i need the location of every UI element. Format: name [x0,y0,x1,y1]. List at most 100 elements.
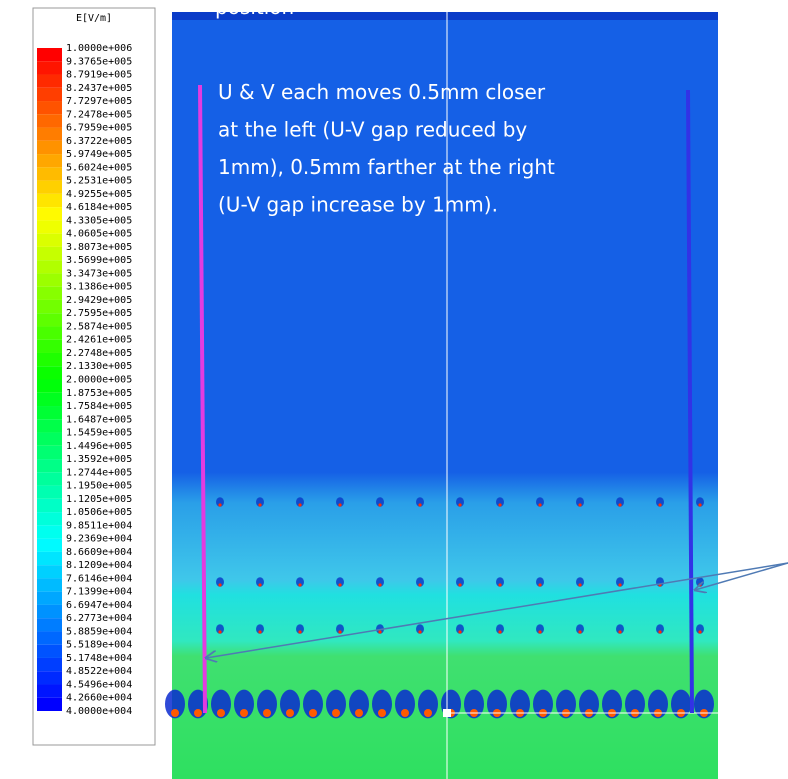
hotspot [298,583,302,587]
legend-label: 5.5189e+004 [66,640,132,651]
color-swatch [37,180,62,194]
dipole [536,497,544,507]
hotspot [498,503,502,507]
dipole [464,689,484,719]
hotspot [498,630,502,634]
legend-label: 1.2744e+005 [66,467,132,478]
hotspot [258,630,262,634]
dipole [576,624,584,634]
color-swatch [37,419,62,433]
arrow-right [695,562,788,590]
legend-label: 4.3305e+005 [66,215,132,226]
legend-label: 1.0506e+005 [66,507,132,518]
hotspot [258,583,262,587]
legend-label: 2.9429e+005 [66,295,132,306]
legend-label: 7.6146e+004 [66,573,132,584]
dipole [648,689,668,719]
dipole [696,497,704,507]
legend-label: 8.1209e+004 [66,560,132,571]
color-swatch [37,207,62,221]
hotspot [218,583,222,587]
hotspot [217,709,225,717]
hotspot [698,583,702,587]
dipole [496,624,504,634]
legend-label: 4.5496e+004 [66,679,132,690]
hotspot [218,503,222,507]
dipole [625,689,645,719]
dipole [416,497,424,507]
legend-label: 7.1399e+004 [66,587,132,598]
color-swatch [37,273,62,287]
dipole [616,497,624,507]
dipole [456,497,464,507]
dipole [556,689,576,719]
color-swatch [37,127,62,141]
dipole [216,624,224,634]
dipole [616,577,624,587]
color-swatch [37,87,62,102]
color-swatch [37,512,62,526]
hotspot [378,709,386,717]
color-swatch [37,525,62,539]
u-line [198,84,207,714]
dipole [456,624,464,634]
hotspot [578,503,582,507]
dipole [326,689,346,719]
annotation-line: (U-V gap increase by 1mm). [218,193,498,217]
legend-label: 8.7919e+005 [66,70,132,81]
hotspot [298,630,302,634]
hotspot [418,503,422,507]
color-swatch [37,498,62,513]
color-swatch [37,154,62,168]
legend-label: 6.7959e+005 [66,123,132,134]
hotspot [458,503,462,507]
legend: 1.0000e+006 9.3765e+005 8.7919e+005 8.2437e… [37,43,132,717]
legend-label: 4.0000e+004 [66,706,132,717]
color-swatch [37,260,62,274]
color-swatch [37,485,62,499]
legend-label: 6.3722e+005 [66,136,132,147]
dipole [487,689,507,719]
color-swatch [37,167,62,181]
dipole [303,689,323,719]
dipole [211,689,231,719]
color-swatch [37,538,62,552]
dipole [536,577,544,587]
color-swatch [37,445,62,460]
color-swatch [37,671,62,685]
arrow-left [206,562,788,658]
legend-label: 2.0000e+005 [66,375,132,386]
dipole [496,497,504,507]
dipole [256,497,264,507]
origin-marker [443,709,451,717]
legend-title: E[V/m] [76,13,112,24]
legend-label: 5.2531e+005 [66,176,132,187]
color-swatch [37,565,62,579]
hotspot [698,503,702,507]
dipole [533,689,553,719]
hotspot [338,630,342,634]
color-swatch [37,631,62,645]
hotspot [538,583,542,587]
dipole [257,689,277,719]
dipole [536,624,544,634]
legend-label: 2.4261e+005 [66,335,132,346]
hotspot [424,709,432,717]
hotspot [698,630,702,634]
hotspot [258,503,262,507]
legend-label: 3.1386e+005 [66,282,132,293]
dipole [496,577,504,587]
hotspot [338,503,342,507]
hotspot [538,630,542,634]
hotspot [332,709,340,717]
annotation-line: 1mm), 0.5mm farther at the right [218,155,555,179]
color-swatch [37,406,62,420]
hotspot [286,709,294,717]
dipole [656,624,664,634]
dipole [336,497,344,507]
color-swatch [37,618,62,632]
dipole [456,577,464,587]
dipole [296,577,304,587]
legend-label: 5.8859e+004 [66,626,132,637]
legend-label: 8.6609e+004 [66,547,132,558]
